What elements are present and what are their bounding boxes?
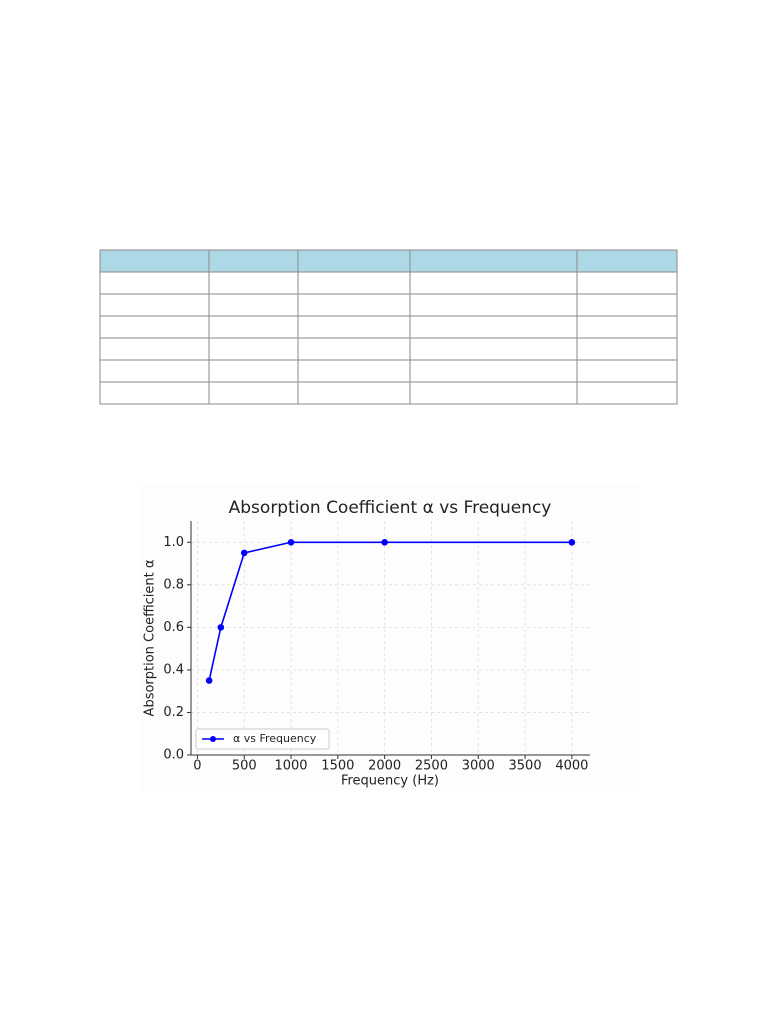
y-tick-label: 0.8: [163, 577, 184, 592]
data-point: [287, 538, 295, 546]
table-cell: [208, 293, 299, 317]
table-header-cell: [576, 249, 678, 273]
table-cell: [576, 271, 678, 295]
chart: Absorption Coefficient α vs Frequency Fr…: [143, 498, 590, 789]
data-point: [217, 624, 225, 631]
x-tick-label: 3500: [509, 759, 542, 774]
table-header-cell: [297, 249, 411, 273]
y-tick-label: 0.6: [163, 620, 184, 635]
chart-title: Absorption Coefficient α vs Frequency: [229, 498, 552, 518]
x-tick-label: 2000: [368, 759, 401, 774]
table-cell: [208, 271, 299, 295]
legend-label: α vs Frequency: [233, 732, 317, 745]
table-header-cell: [99, 249, 210, 273]
x-axis-label: Frequency (Hz): [341, 774, 439, 789]
x-tick-label: 3000: [462, 759, 495, 774]
table-cell: [576, 315, 678, 339]
table-cell: [99, 315, 210, 339]
x-tick-label: 1500: [321, 759, 354, 774]
table-cell: [297, 337, 411, 361]
table-cell: [99, 293, 210, 317]
data-line: [208, 541, 572, 681]
x-tick-label: 500: [232, 759, 257, 774]
table-cell: [208, 381, 299, 405]
table-cell: [99, 271, 210, 295]
x-tick-label: 2500: [415, 759, 448, 774]
table-cell: [99, 381, 210, 405]
y-tick-label: 0.4: [163, 662, 184, 677]
table-header-cell: [208, 249, 299, 273]
table-cell: [297, 359, 411, 383]
table-cell: [576, 337, 678, 361]
table-cell: [409, 315, 578, 339]
data-point: [205, 677, 213, 684]
table-cell: [99, 359, 210, 383]
table-cell: [208, 315, 299, 339]
legend-box: [195, 728, 330, 750]
x-tick-label: 0: [193, 759, 201, 774]
data-point: [240, 549, 248, 557]
table-cell: [576, 381, 678, 405]
table-header-cell: [409, 249, 578, 273]
table-cell: [297, 293, 411, 317]
table-cell: [208, 337, 299, 361]
y-axis-label: Absorption Coefficient α: [143, 560, 158, 717]
data-point: [381, 538, 388, 546]
table-cell: [409, 381, 578, 405]
table-cell: [297, 271, 411, 295]
table-cell: [297, 315, 411, 339]
y-tick-label: 0.0: [163, 748, 184, 763]
y-tick-label: 1.0: [163, 535, 184, 550]
legend-marker: [210, 736, 216, 742]
table-cell: [99, 337, 210, 361]
table-cell: [409, 271, 578, 295]
table-cell: [409, 337, 578, 361]
data-point: [568, 538, 576, 546]
table-body: [99, 271, 678, 405]
x-tick-label: 1000: [274, 759, 307, 774]
x-tick-label: 4000: [555, 759, 588, 774]
table-cell: [576, 293, 678, 317]
empty-table: [99, 249, 678, 405]
table-cell: [409, 359, 578, 383]
table-cell: [409, 293, 578, 317]
table-cell: [576, 359, 678, 383]
table-cell: [297, 381, 411, 405]
table-cell: [208, 359, 299, 383]
y-tick-label: 0.2: [163, 705, 184, 720]
